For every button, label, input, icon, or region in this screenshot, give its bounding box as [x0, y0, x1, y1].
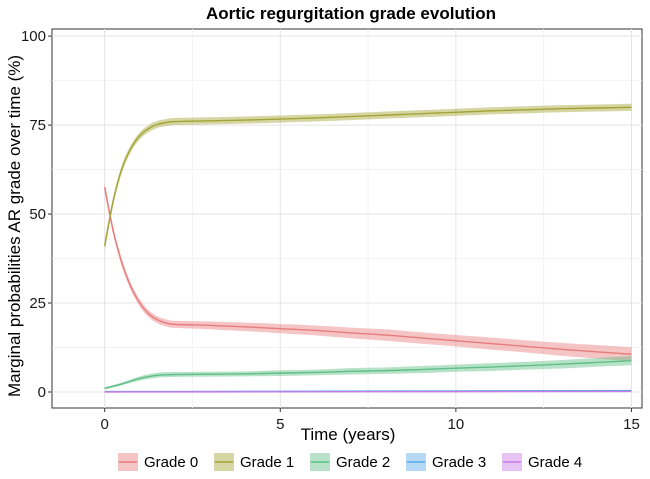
x-tick-labels: 0 5 10 15: [101, 408, 640, 433]
grid-lines: [52, 29, 642, 408]
x-tick-label: 5: [276, 416, 284, 433]
grade-0-line: [103, 187, 632, 355]
x-tick-label: 15: [623, 416, 640, 433]
y-tick-label: 100: [21, 28, 46, 45]
y-tick-label: 75: [29, 117, 46, 134]
series-lines: [103, 106, 632, 393]
legend-item-grade-1: Grade 1: [214, 453, 294, 471]
y-tick-label: 25: [29, 295, 46, 312]
legend-label: Grade 0: [144, 454, 198, 471]
x-tick-label: 0: [101, 416, 109, 433]
legend-item-grade-3: Grade 3: [406, 453, 486, 471]
chart-title: Aortic regurgitation grade evolution: [206, 4, 496, 23]
legend-label: Grade 4: [528, 454, 582, 471]
y-tick-label: 50: [29, 206, 46, 223]
legend-label: Grade 2: [336, 454, 390, 471]
legend-item-grade-0: Grade 0: [118, 453, 198, 471]
grade-4-line: [104, 390, 632, 393]
grade-2-confidence-band: [104, 356, 632, 390]
legend: Grade 0 Grade 1 Grade 2 Grade 3 Grade 4: [118, 453, 582, 471]
legend-label: Grade 3: [432, 454, 486, 471]
x-axis-label: Time (years): [301, 425, 396, 444]
y-axis-label: Marginal probabilities AR grade over tim…: [5, 55, 24, 397]
legend-item-grade-2: Grade 2: [310, 453, 390, 471]
grade-1-line: [103, 106, 632, 247]
y-tick-labels: 0 25 50 75 100: [21, 28, 52, 401]
x-tick-label: 10: [448, 416, 465, 433]
grade-2-line: [104, 359, 632, 390]
legend-item-grade-4: Grade 4: [502, 453, 582, 471]
legend-label: Grade 1: [240, 454, 294, 471]
y-tick-label: 0: [38, 384, 46, 401]
